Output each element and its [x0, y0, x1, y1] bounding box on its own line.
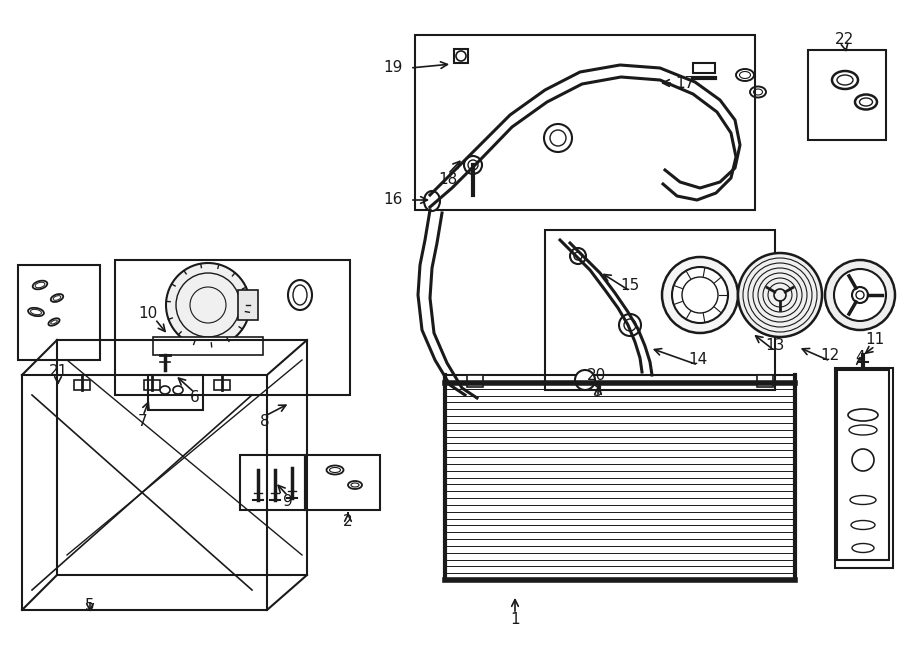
- Circle shape: [464, 156, 482, 174]
- Bar: [18, 265, 100, 360]
- Circle shape: [662, 257, 738, 333]
- Text: 6: 6: [190, 391, 200, 405]
- Text: 5: 5: [86, 598, 94, 613]
- Bar: [445, 375, 795, 580]
- Bar: [454, 49, 468, 63]
- Circle shape: [570, 248, 586, 264]
- Circle shape: [619, 314, 641, 336]
- Text: 2: 2: [343, 514, 353, 529]
- Text: 15: 15: [620, 278, 640, 293]
- Bar: [467, 375, 483, 387]
- Bar: [305, 455, 380, 510]
- Circle shape: [834, 269, 886, 321]
- Text: 7: 7: [139, 414, 148, 430]
- Bar: [214, 380, 230, 390]
- Bar: [240, 455, 305, 510]
- Bar: [238, 290, 258, 320]
- Circle shape: [672, 267, 728, 323]
- Text: 4: 4: [855, 350, 865, 366]
- Circle shape: [544, 124, 572, 152]
- Text: 1: 1: [510, 613, 520, 627]
- Text: 3: 3: [593, 385, 603, 399]
- Text: 11: 11: [866, 332, 885, 348]
- Ellipse shape: [173, 386, 183, 394]
- Text: 10: 10: [139, 305, 158, 321]
- Bar: [153, 337, 263, 355]
- Bar: [808, 50, 886, 140]
- Circle shape: [166, 263, 250, 347]
- Bar: [835, 368, 893, 568]
- Bar: [415, 35, 755, 210]
- Text: 21: 21: [49, 364, 68, 379]
- Bar: [545, 230, 775, 390]
- Bar: [115, 260, 350, 395]
- Bar: [144, 380, 160, 390]
- Text: 20: 20: [587, 368, 606, 383]
- Text: 14: 14: [688, 352, 707, 368]
- Ellipse shape: [160, 386, 170, 394]
- Text: 9: 9: [284, 494, 292, 510]
- Bar: [74, 380, 90, 390]
- Text: 19: 19: [383, 61, 402, 75]
- Circle shape: [575, 370, 595, 390]
- Bar: [693, 63, 715, 73]
- Text: 22: 22: [835, 32, 855, 48]
- Text: 16: 16: [383, 192, 402, 208]
- Text: 13: 13: [765, 338, 785, 352]
- Bar: [837, 370, 889, 560]
- Bar: [757, 375, 773, 387]
- Text: 18: 18: [438, 173, 457, 188]
- Circle shape: [456, 51, 466, 61]
- Bar: [148, 375, 203, 410]
- Text: 12: 12: [821, 348, 840, 362]
- Circle shape: [825, 260, 895, 330]
- Text: 17: 17: [675, 75, 695, 91]
- Text: 8: 8: [260, 414, 270, 430]
- Ellipse shape: [424, 191, 440, 211]
- Circle shape: [738, 253, 822, 337]
